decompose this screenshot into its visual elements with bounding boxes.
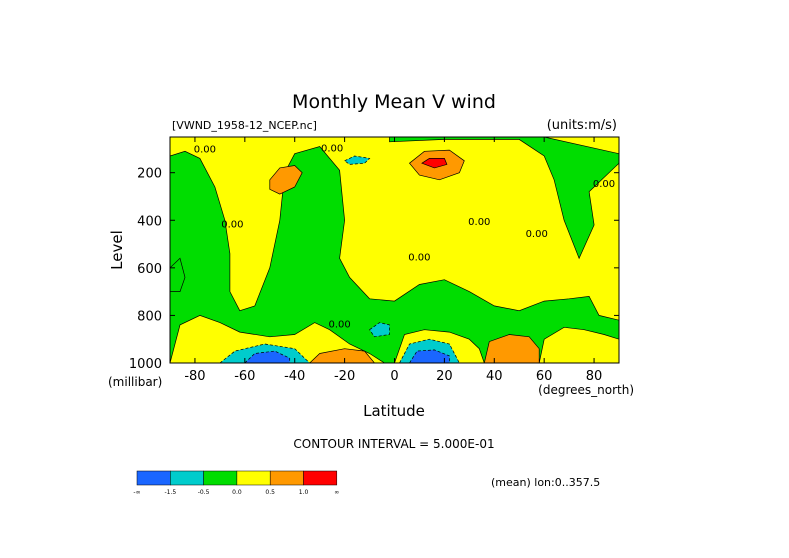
colorbar-label-5: 1.0 (299, 489, 309, 496)
contour-region-near_zero-0 (170, 146, 619, 363)
y-tick-label-0: 200 (137, 167, 162, 182)
contour-label-layer: 0.00 0.00 0.00 0.00 0.00 0.00 0.00 0.00 (194, 143, 615, 330)
x-tick-label-1: -60 (234, 369, 255, 384)
contour-region-weak_pos-4 (538, 326, 619, 363)
chart-title: Monthly Mean V wind (292, 91, 496, 113)
contour-fill-layer (170, 137, 619, 363)
contour-label-0: 0.00 (194, 145, 216, 156)
contour-region-pos-10 (483, 334, 540, 363)
x-tick-label-6: 40 (486, 369, 503, 384)
contour-region-strong_pos-8 (421, 158, 448, 169)
x-tick-label-3: -20 (334, 369, 355, 384)
x-tick-label-7: 60 (536, 369, 553, 384)
x-tick-label-4: 0 (390, 369, 398, 384)
colorbar-label-4: 0.5 (265, 489, 275, 496)
colorbar-swatch-3 (236, 470, 271, 486)
colorbar-swatch-4 (269, 470, 304, 486)
y-tick-label-1: 400 (137, 214, 162, 229)
colorbar-label-2: -0.5 (198, 489, 210, 496)
contour-region-pos-6 (269, 165, 303, 195)
y-tick-label-4: 1000 (129, 357, 162, 372)
colorbar-label-0: -∞ (133, 489, 140, 496)
contour-label-6: 0.00 (593, 179, 615, 190)
contour-region-near_zero-2 (170, 257, 186, 292)
y-axis-label: Level (108, 230, 126, 270)
mean-text: (mean) lon:0..357.5 (491, 476, 600, 489)
x-tick-label-8: 80 (586, 369, 603, 384)
dataset-label: [VWND_1958-12_NCEP.nc] (172, 119, 317, 132)
colorbar-swatch-2 (203, 470, 238, 486)
x-axis: -80 -60 -40 -20 0 20 40 60 80 (184, 137, 602, 384)
contour-region-weak_neg-15 (369, 322, 390, 338)
contour-label-4: 0.00 (468, 217, 490, 228)
units-label: (units:m/s) (547, 118, 617, 133)
x-axis-units: (degrees_north) (538, 383, 634, 397)
x-tick-label-5: 20 (436, 369, 453, 384)
x-axis-label: Latitude (363, 402, 425, 420)
colorbar-label-1: -1.5 (164, 489, 176, 496)
contour-label-7: 0.00 (328, 319, 350, 330)
contour-label-1: 0.00 (321, 143, 343, 154)
y-axis-units: (millibar) (108, 375, 162, 389)
y-tick-label-3: 800 (137, 309, 162, 324)
contour-interval-text: CONTOUR INTERVAL = 5.000E-01 (293, 437, 494, 451)
y-axis: 200 400 600 800 1000 (129, 167, 619, 372)
contour-label-5: 0.00 (526, 229, 548, 240)
y-tick-label-2: 600 (137, 262, 162, 277)
colorbar-label-3: 0.0 (232, 489, 242, 496)
contour-label-3: 0.00 (408, 253, 430, 264)
contour-region-neg-14 (409, 349, 450, 363)
x-tick-label-2: -40 (284, 369, 305, 384)
colorbar-label-6: ∞ (334, 489, 339, 496)
x-tick-label-0: -80 (184, 369, 205, 384)
contour-label-2: 0.00 (221, 219, 243, 230)
colorbar-swatch-0 (136, 470, 171, 486)
contour-region-pos-9 (309, 348, 375, 363)
plot-area: 0.00 0.00 0.00 0.00 0.00 0.00 0.00 0.00 (170, 137, 619, 363)
colorbar-swatch-5 (303, 470, 338, 486)
colorbar-swatch-1 (170, 470, 204, 486)
contour-region-neg-12 (244, 350, 291, 363)
contour-region-weak_neg-16 (343, 155, 371, 165)
colorbar: -∞ -1.5 -0.5 0.0 0.5 1.0 ∞ (133, 470, 339, 496)
contour-region-near_zero-1 (389, 137, 619, 260)
